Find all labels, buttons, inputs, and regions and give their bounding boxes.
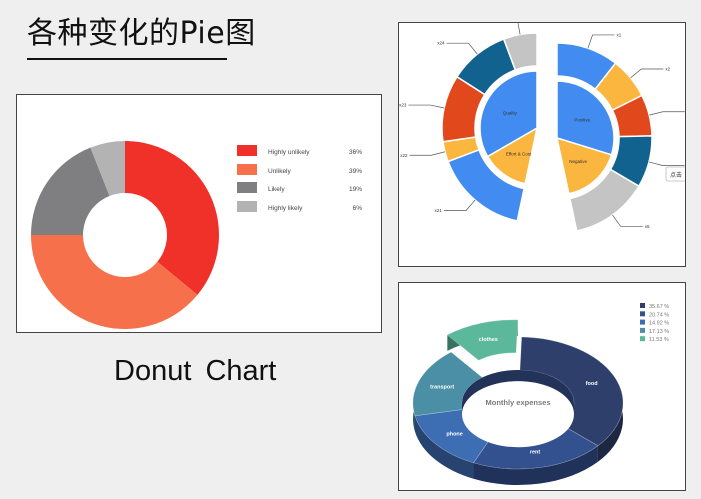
legend-swatch [237,201,257,212]
3d-donut-chart-panel: food rent phone transport clothes Monthly exp… [398,282,686,491]
outer-slice-leader [630,68,664,79]
outer-slice-leader [408,104,445,109]
outer-slice [569,168,640,232]
outer-slice-leader [587,34,615,49]
click-button-label: 点击 [670,171,682,179]
outer-slice-label: x2 [665,66,670,71]
donut-slice [31,235,198,329]
legend-value: 19% [349,186,362,193]
split-pie-chart: PositiveNegativex1x2x3x4x5Effort & CostQ… [399,18,692,232]
legend-label: 20.74 % [649,312,669,318]
outer-slice-leader [612,214,643,227]
legend-swatch [237,145,257,156]
outer-slice-label: x24 [437,41,445,46]
legend-swatch [640,303,645,308]
inner-slice-label: Quality [503,110,518,115]
outer-slice-label: x1 [617,32,622,37]
legend-label: 35.67 % [649,304,669,310]
outer-slice-leader [446,42,478,55]
legend-swatch [640,319,645,325]
inner-slice-label: Positive [574,117,590,122]
legend-swatch [237,182,257,193]
legend-label: Highly unlikely [268,149,310,156]
legend-label: Unlikely [268,168,292,175]
donut-chart-panel: Highly unlikely 36% Unlikely 39% Likely 19% Hi… [16,94,382,333]
donut-chart-caption: Donut Chart [114,355,277,387]
slice-label: food [586,381,598,387]
slice-top-face [446,319,519,361]
outer-slice-leader [495,20,521,35]
inner-slice [556,136,613,195]
slice-label: phone [446,432,463,438]
hole-inner-wall [462,370,574,415]
legend-label: 17.13 % [649,329,669,335]
donut-slice [125,141,219,295]
legend-label: Likely [268,186,285,193]
legend-swatch [640,336,645,342]
outer-slice-label: x23 [399,103,407,108]
slice-label: transport [430,384,454,390]
outer-slice-leader [649,111,685,116]
legend-swatch [640,311,645,317]
slice-side-wall [473,445,598,485]
inner-slice [479,70,538,158]
slice-label: rent [530,449,541,455]
outer-slice-label: x22 [400,153,408,158]
legend-label: 14.92 % [649,321,669,327]
outer-slice-label: x21 [435,208,443,213]
legend-swatch [640,327,645,333]
donut-slice [90,141,125,196]
slice-label: clothes [479,337,498,343]
inner-slice [556,80,615,156]
outer-slice-label: x5 [645,224,650,229]
outer-slice-leader [409,151,446,156]
chart-title: Monthly expenses [485,398,550,407]
outer-slice-leader [648,161,685,166]
legend-label: 11.53 % [649,337,669,343]
inner-slice-label: Effort & Cost [506,151,532,156]
donut-chart: Highly unlikely 36% Unlikely 39% Likely 19% Hi… [31,141,363,329]
outer-slice-leader [443,199,476,212]
outer-slice [502,32,538,71]
legend-value: 36% [349,149,362,156]
legend-label: Highly likely [268,205,303,212]
inner-slice-label: Negative [569,159,587,164]
3d-donut-chart: food rent phone transport clothes Monthly exp… [412,303,669,485]
slice-side-wall [414,415,474,479]
legend-swatch [237,164,257,175]
legend-value: 39% [349,168,362,175]
donut-slice [31,147,110,235]
page-title: 各种变化的Pie图 [27,16,256,51]
hole-center [462,381,574,448]
legend-value: 6% [353,205,363,212]
title-underline [27,58,227,60]
split-pie-chart-panel: PositiveNegativex1x2x3x4x5Effort & CostQ… [398,18,692,267]
